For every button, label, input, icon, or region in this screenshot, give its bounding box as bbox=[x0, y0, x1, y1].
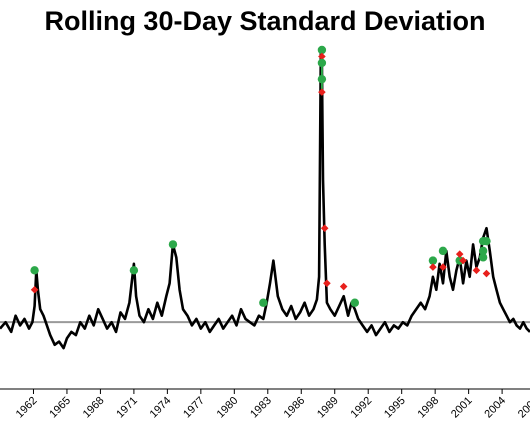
green-marker bbox=[259, 298, 268, 307]
x-tick-label: 2007 bbox=[516, 395, 530, 421]
green-marker bbox=[428, 256, 438, 265]
x-tick-label: 1998 bbox=[415, 395, 441, 421]
x-tick-label: 1980 bbox=[215, 395, 241, 421]
green-marker bbox=[438, 246, 448, 256]
red-marker bbox=[455, 250, 464, 258]
red-marker bbox=[323, 279, 331, 288]
green-marker bbox=[30, 266, 39, 275]
x-tick-label: 1965 bbox=[47, 395, 73, 421]
red-marker bbox=[482, 269, 491, 278]
green-marker bbox=[317, 45, 327, 55]
markers-group bbox=[30, 45, 491, 307]
x-tick-label: 1971 bbox=[114, 395, 140, 421]
red-marker bbox=[472, 266, 481, 275]
green-marker bbox=[317, 74, 327, 84]
x-tick-label: 1983 bbox=[248, 395, 274, 421]
x-tick-label: 1989 bbox=[315, 395, 341, 421]
red-marker bbox=[439, 263, 447, 271]
red-marker bbox=[318, 88, 326, 96]
red-marker bbox=[320, 224, 329, 232]
red-marker bbox=[318, 52, 326, 61]
green-marker bbox=[482, 236, 491, 246]
x-tick-label: 1974 bbox=[148, 395, 174, 421]
x-tick-label: 2001 bbox=[449, 395, 475, 421]
green-marker bbox=[317, 58, 327, 68]
red-marker bbox=[429, 263, 437, 271]
x-tick-label: 1977 bbox=[181, 395, 207, 421]
x-tick-label: 1968 bbox=[81, 395, 107, 421]
red-marker bbox=[459, 256, 467, 265]
red-marker bbox=[339, 282, 348, 291]
x-tick-label: 1992 bbox=[349, 395, 375, 421]
x-tick-label: 1962 bbox=[14, 395, 40, 421]
x-tick-label: 1986 bbox=[282, 395, 308, 421]
green-marker bbox=[168, 240, 178, 249]
series-line bbox=[0, 51, 530, 350]
x-tick-label: 2004 bbox=[482, 395, 508, 421]
x-ticks-group: 1962 1965 1968 1971 1974 1977 1980 1983 1986 1989… bbox=[14, 389, 530, 420]
green-marker bbox=[478, 246, 488, 256]
red-marker bbox=[30, 285, 39, 294]
chart-title: Rolling 30-Day Standard Deviation bbox=[44, 6, 486, 36]
x-tick-label: 1995 bbox=[382, 395, 408, 421]
green-marker bbox=[478, 253, 488, 262]
green-marker bbox=[129, 266, 139, 275]
green-marker bbox=[350, 298, 360, 307]
